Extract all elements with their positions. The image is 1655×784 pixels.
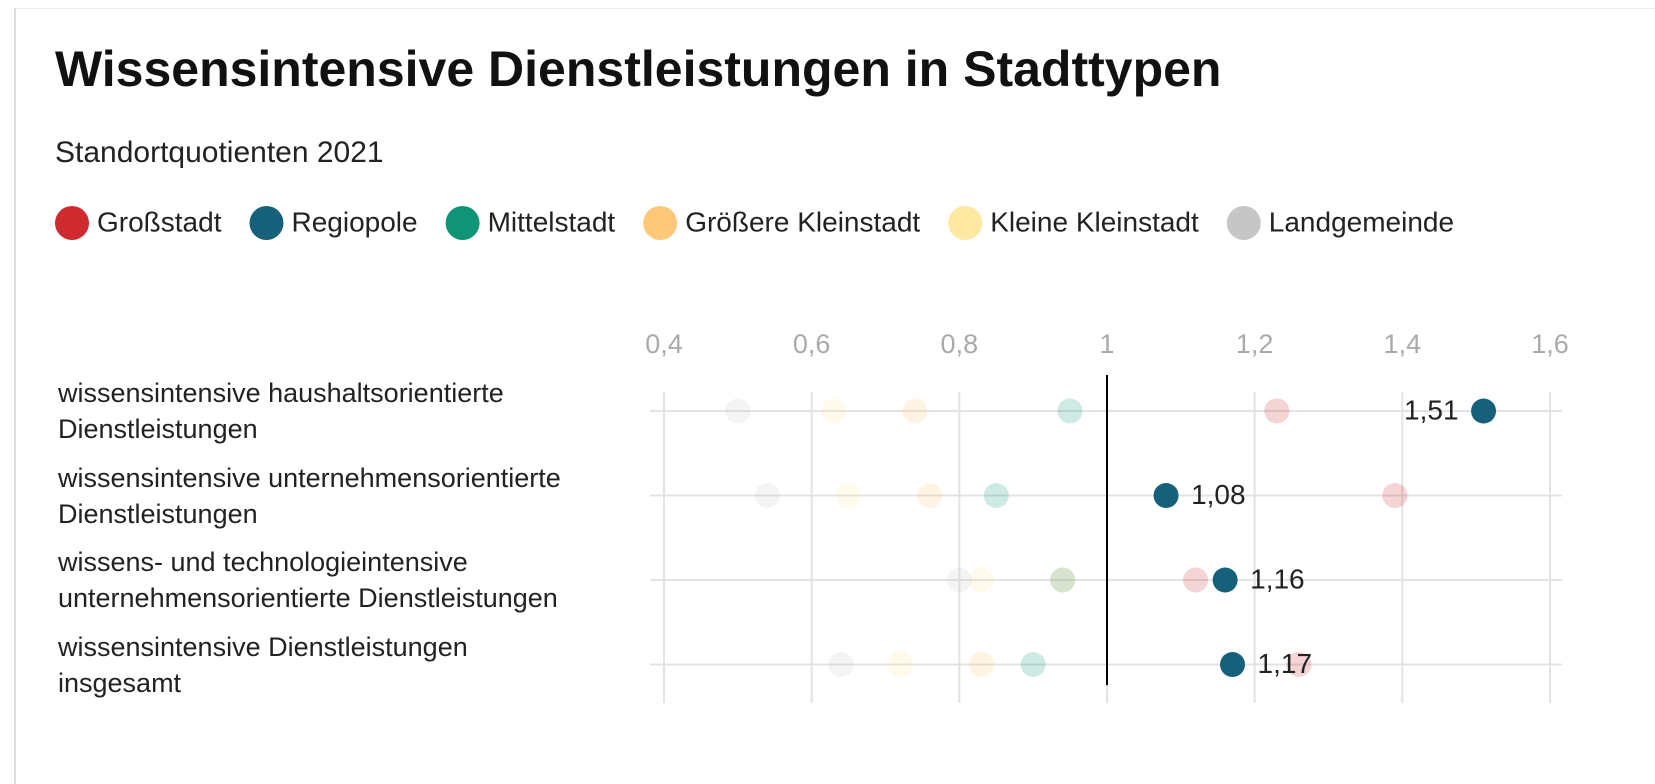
dot <box>1050 567 1076 593</box>
dot <box>946 567 972 593</box>
x-tick-label: 0,6 <box>793 329 831 359</box>
x-tick-label: 0,8 <box>941 329 979 359</box>
chart-title: Wissensintensive Dienstleistungen in Sta… <box>55 41 1221 97</box>
value-label: 1,08 <box>1191 479 1246 510</box>
dot <box>1020 652 1046 677</box>
dot <box>1220 652 1246 677</box>
dot <box>1264 398 1290 424</box>
value-label: 1,16 <box>1250 563 1305 594</box>
dot <box>1286 652 1312 677</box>
dot <box>983 483 1009 508</box>
dot <box>725 398 751 424</box>
legend-label: Mittelstadt <box>488 206 616 237</box>
legend-swatch <box>1226 206 1261 240</box>
legend-label: Regiopole <box>291 206 417 237</box>
x-tick-label: 1,2 <box>1236 329 1274 359</box>
dot <box>1057 398 1083 424</box>
x-tick-label: 1,6 <box>1531 329 1569 359</box>
legend-label: Landgemeinde <box>1269 206 1454 237</box>
legend-label: Größere Kleinstadt <box>685 206 920 237</box>
dot <box>1153 483 1179 508</box>
category-label: wissens- und technologieintensive untern… <box>58 547 558 613</box>
value-label: 1,51 <box>1404 394 1459 425</box>
legend-swatch <box>643 206 678 240</box>
legend-label: Kleine Kleinstadt <box>990 206 1199 237</box>
dot <box>968 567 994 593</box>
category-label: wissensintensive haushaltsorientierte Di… <box>58 378 504 444</box>
dot <box>754 483 780 508</box>
dot <box>836 483 862 508</box>
x-tick-label: 1 <box>1099 329 1114 359</box>
dot <box>828 652 854 677</box>
x-tick-label: 0,4 <box>645 329 683 359</box>
value-label: 1,17 <box>1258 648 1313 679</box>
dot <box>821 398 847 424</box>
legend-swatch <box>249 206 284 240</box>
category-label: wissensintensive unternehmensorientierte… <box>58 462 561 529</box>
dot <box>1471 398 1497 424</box>
chart-card <box>14 8 1655 784</box>
dot <box>968 652 994 677</box>
x-tick-label: 1,4 <box>1384 329 1422 359</box>
dot <box>1050 567 1076 593</box>
legend-swatch <box>55 206 89 240</box>
legend-swatch <box>445 206 480 240</box>
dot <box>1212 567 1238 593</box>
legend-swatch <box>948 206 983 240</box>
category-label: wissensintensive Dienstleistungen insges… <box>58 631 468 698</box>
dot <box>1382 483 1408 508</box>
dot <box>902 398 928 424</box>
chart-subtitle: Standortquotienten 2021 <box>55 136 384 169</box>
dot <box>887 652 913 677</box>
dot <box>1183 567 1209 593</box>
legend-label: Großstadt <box>97 206 222 237</box>
dot <box>917 483 943 508</box>
